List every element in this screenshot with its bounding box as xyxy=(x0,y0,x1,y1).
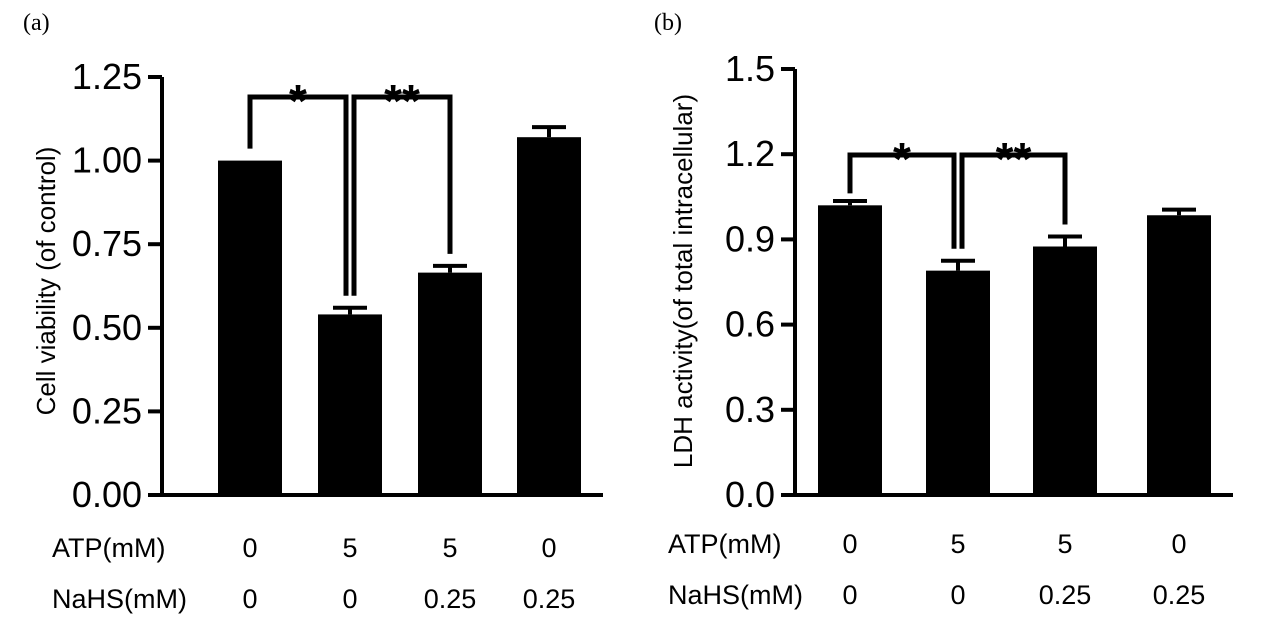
panel-label: (b) xyxy=(654,10,682,36)
condition-value: 0 xyxy=(342,584,357,614)
significance-bracket xyxy=(351,94,453,296)
bar xyxy=(818,205,882,495)
panel-label: (a) xyxy=(23,10,50,36)
y-tick-label: 1.5 xyxy=(725,48,775,89)
condition-value: 5 xyxy=(342,533,357,563)
bar xyxy=(218,160,282,495)
condition-value: 0 xyxy=(541,533,556,563)
significance-bracket xyxy=(247,94,349,296)
y-tick-label: 0.3 xyxy=(725,389,775,430)
condition-row-label: NaHS(mM) xyxy=(668,580,803,610)
significance-label: * xyxy=(893,133,911,185)
bar xyxy=(318,314,382,495)
condition-row-label: ATP(mM) xyxy=(52,533,165,563)
significance-label: ** xyxy=(384,75,420,127)
significance-label: ** xyxy=(996,133,1032,185)
y-tick-label: 0.9 xyxy=(725,218,775,259)
bar xyxy=(418,272,482,495)
y-tick-label: 0.75 xyxy=(72,223,142,264)
condition-value: 0.25 xyxy=(1039,580,1092,610)
condition-value: 0.25 xyxy=(424,584,477,614)
y-tick-label: 0.50 xyxy=(72,307,142,348)
condition-value: 0 xyxy=(1171,529,1186,559)
condition-value: 5 xyxy=(442,533,457,563)
condition-value: 0 xyxy=(842,580,857,610)
condition-value: 0 xyxy=(242,584,257,614)
significance-bracket xyxy=(959,152,1068,249)
bar xyxy=(926,270,990,495)
condition-value: 0 xyxy=(950,580,965,610)
y-tick-label: 0.25 xyxy=(72,390,142,431)
y-tick-label: 0.6 xyxy=(725,304,775,345)
condition-value: 5 xyxy=(1057,529,1072,559)
panel-a: (a) Cell viability (of control) 0.00 0.25 0.… xyxy=(23,10,603,614)
bar xyxy=(1033,246,1097,495)
significance-label: * xyxy=(289,75,307,127)
y-axis-label: LDH activity(of total intracellular) xyxy=(668,94,698,468)
y-tick-label: 1.25 xyxy=(72,56,142,97)
condition-value: 0.25 xyxy=(1153,580,1206,610)
bar xyxy=(1147,215,1211,495)
y-tick-label: 0.0 xyxy=(725,474,775,515)
condition-value: 0 xyxy=(242,533,257,563)
significance-bracket xyxy=(847,152,957,249)
y-tick-label: 1.00 xyxy=(72,140,142,181)
condition-row-label: NaHS(mM) xyxy=(52,584,187,614)
y-tick-label: 1.2 xyxy=(725,133,775,174)
y-tick-label: 0.00 xyxy=(72,474,142,515)
condition-row-label: ATP(mM) xyxy=(668,529,781,559)
condition-value: 0 xyxy=(842,529,857,559)
panel-b: (b) LDH activity(of total intracellular) 0… xyxy=(654,10,1233,610)
condition-value: 0.25 xyxy=(523,584,576,614)
bar xyxy=(517,137,581,495)
y-axis-label: Cell viability (of control) xyxy=(31,147,61,416)
condition-value: 5 xyxy=(950,529,965,559)
